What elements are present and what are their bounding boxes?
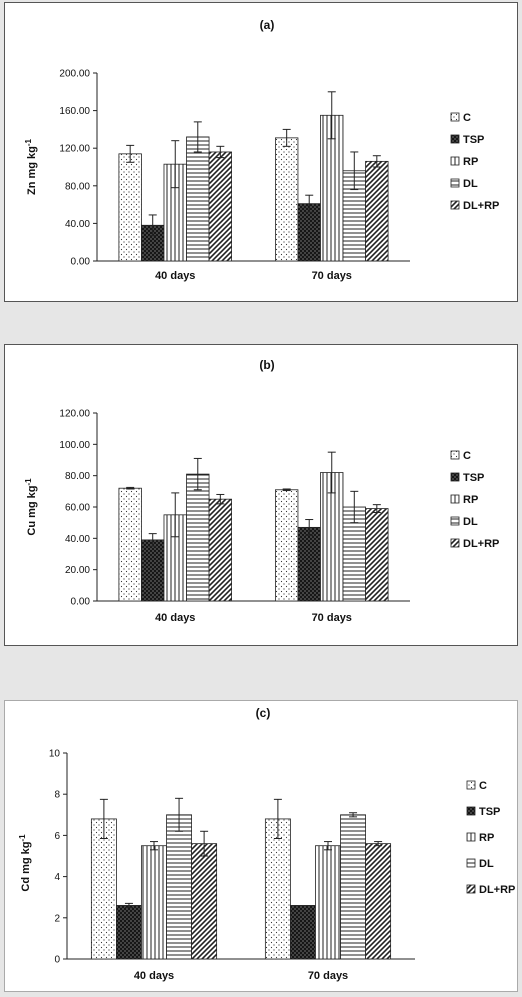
legend-swatch	[450, 516, 460, 526]
legend-swatch	[450, 178, 460, 188]
y-tick-label: 60.00	[65, 503, 90, 514]
y-tick-label: 20.00	[65, 565, 90, 576]
bar-crosshatch-0	[116, 905, 142, 960]
y-axis-label: Zn mg kg-1	[24, 138, 38, 195]
y-axis-label: Cd mg kg-1	[18, 834, 32, 892]
bar-diag-0	[208, 151, 232, 262]
legend-swatch	[450, 112, 460, 122]
zn-chart-panel: (a) 0.00 40.00 80.00 120.00 160.00 200.00 Zn mg…	[4, 2, 518, 302]
y-tick-label: 200.00	[59, 69, 90, 80]
x-category-label: 40 days	[155, 270, 195, 282]
zn-bar-chart: (a) 0.00 40.00 80.00 120.00 160.00 200.00 Zn mg…	[24, 18, 499, 282]
legend-label: TSP	[463, 134, 484, 146]
y-tick-label: 120.00	[59, 144, 90, 155]
bar-hlines-1	[340, 814, 366, 960]
x-category-label: 70 days	[312, 270, 352, 282]
bar-diag-1	[365, 160, 389, 262]
bar-dots-0	[118, 153, 142, 262]
bar-diag-0	[191, 843, 218, 960]
x-category-label: 70 days	[308, 970, 348, 982]
legend-label: C	[463, 450, 471, 462]
legend-label: DL+RP	[479, 884, 515, 896]
legend-label: C	[479, 780, 487, 792]
chart-title: (a)	[260, 18, 275, 32]
y-tick-label: 80.00	[65, 471, 90, 482]
legend-swatch	[450, 134, 460, 144]
legend-swatch	[450, 472, 460, 482]
legend-label: RP	[463, 494, 478, 506]
legend-label: DL+RP	[463, 538, 499, 550]
bar-diag-0	[208, 498, 232, 602]
bar-diag-1	[365, 508, 389, 602]
y-tick-label: 160.00	[59, 106, 90, 117]
y-axis-label: Cu mg kg-1	[24, 478, 38, 536]
legend-label: TSP	[479, 806, 500, 818]
legend-label: DL+RP	[463, 200, 499, 212]
bar-dots-1	[275, 137, 299, 262]
legend-swatch	[450, 450, 460, 460]
bar-vlines-1	[315, 845, 341, 960]
bar-dots-1	[264, 818, 291, 960]
bar-vlines-0	[141, 845, 167, 960]
bar-diag-1	[365, 843, 392, 960]
legend-label: DL	[479, 858, 494, 870]
y-tick-label: 0.00	[71, 257, 91, 268]
bar-dots-0	[90, 818, 117, 960]
cd-chart-panel: (c) 0 2 4 6 8 10 Cd mg kg-1 40 days 70 days C TSP RP…	[4, 700, 518, 992]
legend-swatch	[466, 780, 476, 790]
legend-label: TSP	[463, 472, 484, 484]
x-category-label: 40 days	[155, 612, 195, 624]
x-category-label: 40 days	[134, 970, 174, 982]
legend-swatch	[450, 538, 460, 548]
bar-dots-0	[118, 487, 142, 602]
legend-swatch	[466, 832, 476, 842]
cd-bar-chart: (c) 0 2 4 6 8 10 Cd mg kg-1 40 days 70 days C TSP RP…	[18, 706, 515, 982]
legend-label: DL	[463, 178, 478, 190]
y-tick-label: 40.00	[65, 534, 90, 545]
legend-swatch	[466, 884, 476, 894]
bar-crosshatch-0	[141, 539, 165, 602]
y-tick-label: 80.00	[65, 181, 90, 192]
cu-chart-panel: (b) 0.00 20.00 40.00 60.00 80.00 100.00 120.00 C…	[4, 344, 518, 646]
bar-crosshatch-1	[297, 526, 321, 602]
y-tick-label: 6	[54, 831, 60, 842]
y-tick-label: 0.00	[71, 597, 91, 608]
legend-swatch	[450, 200, 460, 210]
y-tick-label: 100.00	[59, 440, 90, 451]
legend-label: RP	[479, 832, 494, 844]
legend-label: RP	[463, 156, 478, 168]
y-tick-label: 8	[54, 790, 60, 801]
legend-swatch	[450, 156, 460, 166]
legend-swatch	[450, 494, 460, 504]
bar-hlines-0	[186, 136, 210, 262]
y-tick-label: 4	[54, 872, 60, 883]
bar-dots-1	[275, 489, 299, 602]
cu-bar-chart: (b) 0.00 20.00 40.00 60.00 80.00 100.00 120.00 C…	[24, 358, 499, 624]
bar-hlines-0	[166, 814, 192, 960]
x-category-label: 70 days	[312, 612, 352, 624]
bar-crosshatch-1	[290, 905, 316, 960]
chart-title: (c)	[256, 706, 271, 720]
y-tick-label: 2	[54, 913, 60, 924]
y-tick-label: 10	[49, 749, 61, 760]
y-tick-label: 0	[54, 955, 60, 966]
legend-label: C	[463, 112, 471, 124]
legend-label: DL	[463, 516, 478, 528]
legend-swatch	[466, 806, 476, 816]
bar-hlines-0	[186, 473, 210, 602]
y-tick-label: 120.00	[59, 409, 90, 420]
y-tick-label: 40.00	[65, 219, 90, 230]
chart-title: (b)	[259, 358, 274, 372]
legend-swatch	[466, 858, 476, 868]
